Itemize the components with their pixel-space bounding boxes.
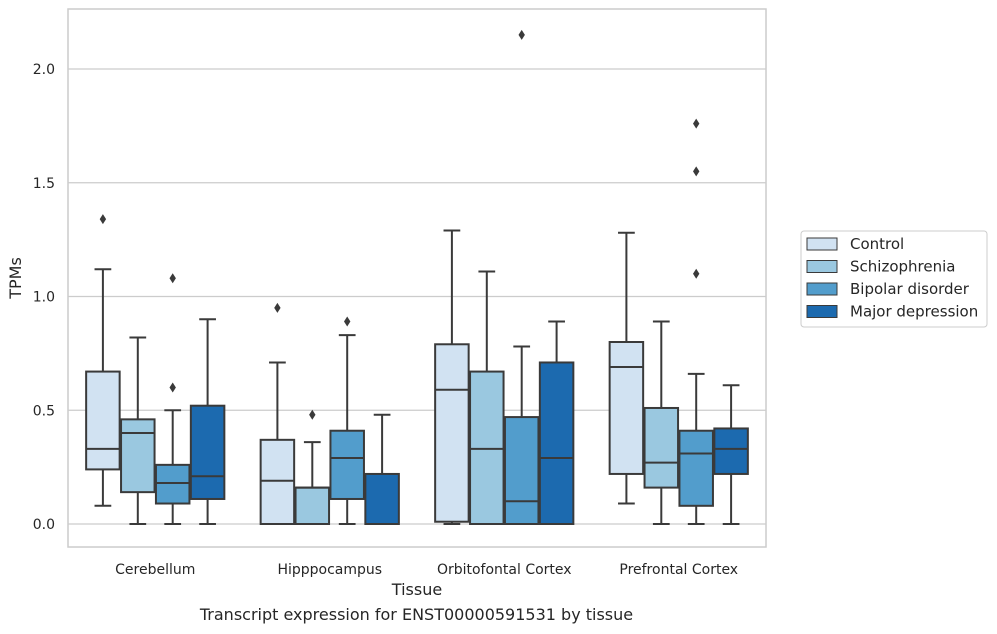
outlier-point xyxy=(169,382,176,393)
box-3-3 xyxy=(713,384,749,525)
x-tick-label: Orbitofontal Cortex xyxy=(437,562,572,578)
outlier-point xyxy=(693,166,700,177)
box-3-2 xyxy=(678,118,714,525)
box-2-2 xyxy=(503,29,540,526)
legend-frame xyxy=(800,230,988,328)
box-1-0 xyxy=(259,302,296,526)
outlier-point xyxy=(169,273,176,284)
box xyxy=(120,418,156,494)
box-0-1 xyxy=(120,336,156,525)
y-tick-label: 1.0 xyxy=(33,290,55,306)
box xyxy=(469,370,505,526)
legend-swatch xyxy=(806,237,838,251)
legend-label: Bipolar disorder xyxy=(850,280,970,298)
box-0-0 xyxy=(85,214,121,507)
box xyxy=(678,429,714,507)
box xyxy=(713,427,749,475)
outlier-point xyxy=(274,302,281,313)
y-axis-ticks: 0.0 0.5 1.0 1.5 2.0 xyxy=(33,62,55,533)
legend-swatch xyxy=(806,282,838,296)
x-axis-label: Tissue xyxy=(391,580,442,599)
grid-lines xyxy=(68,68,766,525)
box-2-1 xyxy=(469,270,505,526)
outlier-point xyxy=(518,29,525,40)
x-tick-label: Cerebellum xyxy=(115,562,195,578)
plot-frame xyxy=(67,8,767,548)
y-tick-label: 0.0 xyxy=(33,517,55,533)
y-tick-label: 1.5 xyxy=(33,176,55,192)
y-tick-label: 0.5 xyxy=(33,403,55,419)
y-axis-label: TPMs xyxy=(6,257,25,300)
box-2-3 xyxy=(538,320,575,525)
box-3-1 xyxy=(643,320,680,525)
box-0-3 xyxy=(189,318,226,525)
box xyxy=(329,429,365,500)
legend-swatch xyxy=(806,305,838,318)
x-axis-ticks: Cerebellum Hipppocampus Orbitofontal Corte… xyxy=(115,562,738,578)
figure-caption: Transcript expression for ENST0000059153… xyxy=(199,605,634,624)
box xyxy=(189,404,226,500)
box xyxy=(538,361,575,525)
box-0-2 xyxy=(154,273,191,525)
box-1-1 xyxy=(294,409,331,526)
legend-label: Control xyxy=(850,235,904,253)
x-tick-label: Prefrontal Cortex xyxy=(619,562,738,578)
box xyxy=(154,463,191,505)
box xyxy=(259,438,296,526)
legend: Control Schizophrenia Bipolar disorder Majo… xyxy=(800,230,988,328)
y-tick-label: 2.0 xyxy=(33,62,55,78)
box xyxy=(434,343,470,523)
box xyxy=(608,341,645,475)
legend-label: Major depression xyxy=(850,303,978,321)
outlier-point xyxy=(344,316,351,327)
box xyxy=(85,370,121,471)
box-1-2 xyxy=(329,316,365,525)
outlier-point xyxy=(693,268,700,279)
box-1-3 xyxy=(364,413,400,526)
box-2-0 xyxy=(434,229,470,525)
outlier-point xyxy=(693,118,700,129)
box xyxy=(364,472,400,526)
outlier-point xyxy=(309,409,316,420)
box xyxy=(643,406,680,489)
box-3-0 xyxy=(608,231,645,505)
box xyxy=(294,486,331,526)
box xyxy=(503,416,540,526)
legend-swatch xyxy=(806,260,838,273)
box-groups xyxy=(85,29,749,526)
legend-label: Schizophrenia xyxy=(850,258,955,276)
outlier-point xyxy=(99,214,107,225)
x-tick-label: Hipppocampus xyxy=(277,562,382,578)
